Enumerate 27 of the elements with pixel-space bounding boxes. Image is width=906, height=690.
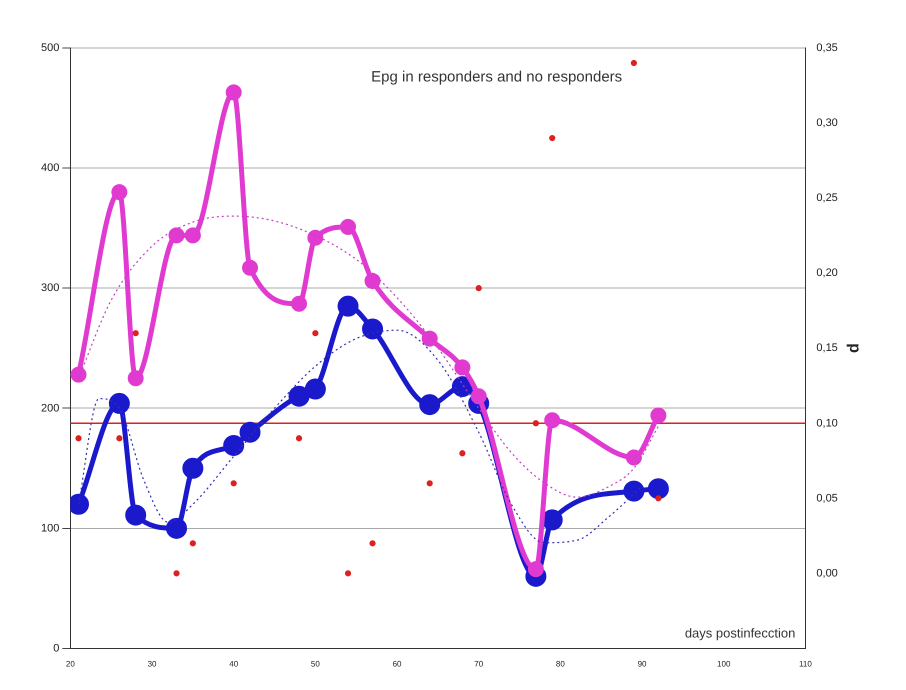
x-tick-label: 100 (717, 659, 731, 668)
y2-tick-label: 0,10 (816, 417, 838, 430)
y2-tick-label: 0,35 (816, 42, 838, 54)
text: Epg in responders and no responders (371, 68, 622, 86)
x-tick-label: 30 (148, 659, 158, 668)
y-tick-label: 300 (40, 282, 60, 294)
y-tick-label: 100 (40, 522, 60, 534)
y2-tick-label: 0,30 (816, 117, 838, 130)
x-tick-label: 80 (556, 659, 566, 668)
x-tick-label: 110 (799, 659, 812, 668)
x-tick-label: 70 (474, 659, 484, 668)
x-tick-label: 40 (229, 659, 239, 668)
y-tick-label: 0 (53, 642, 60, 654)
y2-tick-label: 0,20 (816, 267, 838, 280)
y2-axis-title: p (846, 343, 863, 354)
x-tick-label: 90 (638, 659, 648, 668)
y-tick-label: 500 (40, 42, 60, 54)
annotation: days postinfecction (684, 625, 796, 640)
y-tick-label: 400 (40, 162, 60, 174)
y-tick-label: 200 (40, 402, 60, 414)
y2-tick-label: 0,25 (816, 192, 838, 204)
y2-tick-label: 0,00 (816, 567, 838, 580)
x-tick-label: 60 (392, 659, 402, 668)
x-tick-label: 20 (66, 659, 76, 668)
y2-tick-label: 0,15 (816, 342, 838, 354)
x-tick-label: 50 (310, 659, 320, 668)
y2-tick-label: 0,05 (816, 492, 838, 504)
